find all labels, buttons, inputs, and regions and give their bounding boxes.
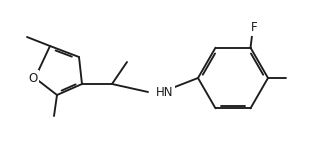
Text: O: O [28, 72, 38, 84]
Text: F: F [251, 21, 258, 34]
Text: HN: HN [156, 86, 173, 98]
